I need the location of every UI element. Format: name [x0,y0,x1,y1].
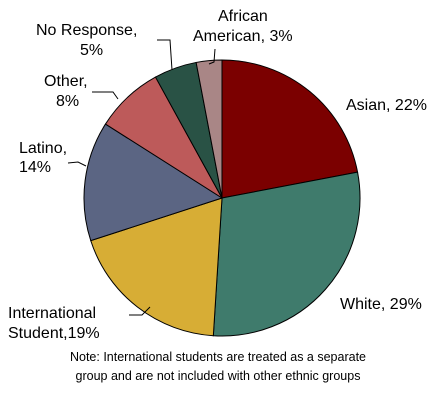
label-asian: Asian, 22% [346,97,427,114]
pie-slices [83,59,361,337]
leader-line-no-response [157,39,173,71]
label-no-response-line1: No Response, [36,22,137,39]
label-other-line2: 8% [56,93,79,110]
pie-slice-latino [83,123,224,242]
label-other-line1: Other, [44,73,88,90]
label-white: White, 29% [340,296,422,313]
leader-line-other [92,91,119,100]
leader-lines [67,39,216,316]
note-line-1: Note: International students are treated… [70,350,366,364]
pie-slice-african-american [195,59,223,199]
label-international-line1: International [8,305,96,322]
pie-slice-white [212,171,361,337]
label-no-response-line2: 5% [80,42,103,59]
note-line-2: group and are not included with other et… [76,369,361,383]
pie-slice-international-student [90,197,223,337]
label-african-american-line1: African [218,8,268,25]
pie-slice-asian [221,59,359,199]
leader-line-international [129,306,151,316]
leader-line-african-american [208,48,216,65]
label-african-american-line2: American, 3% [193,28,293,45]
label-latino-line2: 14% [19,159,51,176]
leader-line-latino [67,161,87,167]
label-latino-line1: Latino, [19,140,67,157]
label-international-line2: Student,19% [8,325,100,342]
